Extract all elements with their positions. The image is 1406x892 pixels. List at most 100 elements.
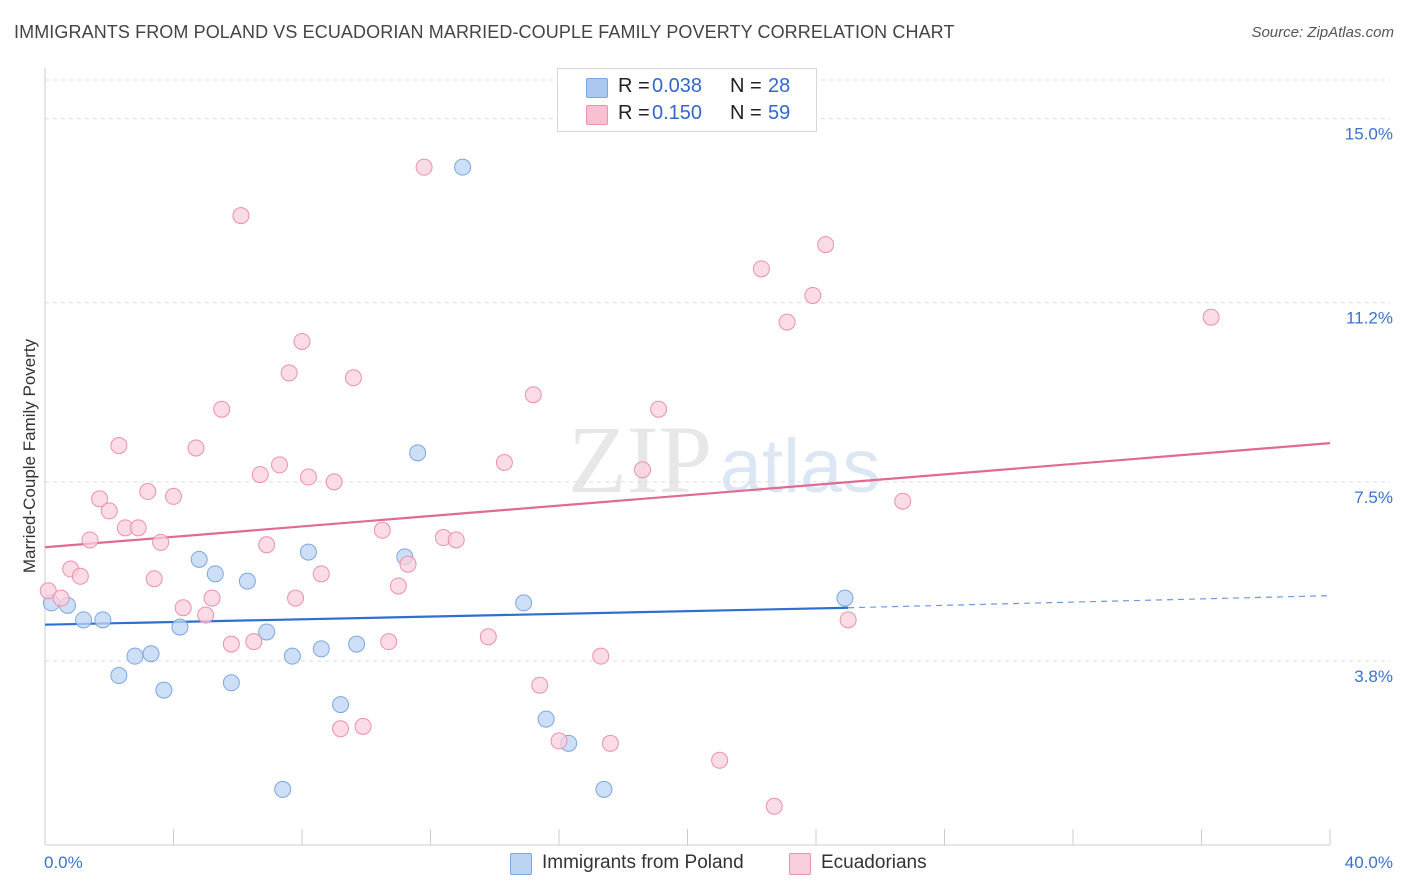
ecuadorian-point <box>765 797 783 815</box>
ecuadorian-point <box>71 567 89 585</box>
y-tick-label: 7.5% <box>1354 488 1393 507</box>
poland-point <box>222 674 240 692</box>
poland-point <box>348 635 366 653</box>
poland-point <box>110 667 128 685</box>
poland-point <box>238 572 256 590</box>
ecuadorian-trend-line <box>44 442 1331 549</box>
poland-point <box>537 710 555 728</box>
ecuadorian-point <box>222 635 240 653</box>
ecuadorians-swatch <box>586 105 608 125</box>
ecuadorian-point <box>550 732 568 750</box>
ecuadorian-point <box>524 386 542 404</box>
y-axis-label: Married-Couple Family Poverty <box>20 338 39 574</box>
poland-trend-line <box>44 606 849 626</box>
n-label: N = <box>730 102 762 124</box>
ecuadorian-point <box>839 611 857 629</box>
r-value: 0.038 <box>652 75 703 97</box>
ecuadorian-point <box>1202 308 1220 326</box>
ecuadorian-point <box>52 589 70 607</box>
ecuadorian-point <box>804 286 822 304</box>
n-value: 59 <box>768 102 791 124</box>
poland-point <box>283 647 301 665</box>
poland-legend-swatch <box>510 853 532 875</box>
x-tick-label: 0.0% <box>44 853 83 872</box>
r-label: R = <box>618 102 650 124</box>
ecuadorian-point <box>213 400 231 418</box>
ecuadorian-point <box>592 647 610 665</box>
n-label: N = <box>730 75 762 97</box>
poland-point <box>206 565 224 583</box>
ecuadorian-point <box>479 628 497 646</box>
ecuadorian-point <box>203 589 221 607</box>
ecuadorian-point <box>344 369 362 387</box>
poland-point <box>299 543 317 561</box>
source-credit: Source: ZipAtlas.com <box>1251 24 1394 41</box>
ecuadorian-point <box>373 521 391 539</box>
ecuadorian-point <box>447 531 465 549</box>
poland-point <box>126 647 144 665</box>
ecuadorian-point <box>152 533 170 551</box>
ecuadorian-point <box>531 676 549 694</box>
poland-swatch <box>586 78 608 98</box>
poland-point <box>190 550 208 568</box>
ecuadorian-point <box>129 519 147 537</box>
poland-point <box>312 640 330 658</box>
ecuadorian-point <box>325 473 343 491</box>
ecuadorian-point <box>601 734 619 752</box>
x-tick-label: 40.0% <box>1345 853 1393 872</box>
tick-labels: 3.8% 7.5% 11.2% 15.0% 0.0% 40.0% <box>44 125 1393 872</box>
poland-point <box>155 681 173 699</box>
poland-point <box>142 645 160 663</box>
ecuadorian-point <box>711 751 729 769</box>
poland-point <box>94 611 112 629</box>
ecuadorian-point <box>174 599 192 617</box>
ecuadorian-point <box>894 492 912 510</box>
poland-point <box>595 780 613 798</box>
ecuadorian-point <box>100 502 118 520</box>
ecuadorian-point <box>145 570 163 588</box>
poland-point <box>332 696 350 714</box>
n-value: 28 <box>768 75 791 97</box>
ecuadorian-point <box>287 589 305 607</box>
poland-point <box>409 444 427 462</box>
poland-point <box>836 589 854 607</box>
watermark-zip: ZIP <box>568 406 712 513</box>
ecuadorian-point <box>197 606 215 624</box>
ecuadorian-point <box>354 717 372 735</box>
ecuadorian-point <box>634 461 652 479</box>
ecuadorian-point <box>251 466 269 484</box>
ecuadorian-point <box>81 531 99 549</box>
poland-point <box>274 780 292 798</box>
ecuadorian-point <box>139 483 157 501</box>
watermark: ZIP atlas <box>568 406 880 513</box>
chart-title: IMMIGRANTS FROM POLAND VS ECUADORIAN MAR… <box>14 22 955 42</box>
ecuadorian-point <box>232 207 250 225</box>
data-points <box>39 158 1220 815</box>
ecuadorian-point <box>293 332 311 350</box>
poland-point <box>515 594 533 612</box>
ecuadorian-point <box>91 490 109 508</box>
ecuadorian-point <box>187 439 205 457</box>
ecuadorian-point <box>495 454 513 471</box>
ecuadorian-point <box>165 487 182 505</box>
poland-point <box>258 623 276 641</box>
ecuadorian-point <box>332 720 350 738</box>
ecuadorians-legend-swatch <box>789 853 811 875</box>
poland-point <box>454 158 472 176</box>
poland-point <box>171 618 189 636</box>
watermark-atlas: atlas <box>720 424 881 509</box>
ecuadorian-point <box>312 565 330 583</box>
stats-legend: R = 0.038 N = 28 R = 0.150 N = 59 <box>557 68 817 132</box>
ecuadorian-point <box>299 468 317 486</box>
ecuadorian-point <box>110 437 128 455</box>
ecuadorian-point <box>389 577 407 595</box>
ecuadorian-point <box>817 236 835 254</box>
y-tick-label: 15.0% <box>1345 125 1393 144</box>
y-tick-label: 11.2% <box>1346 309 1393 328</box>
ecuadorian-point <box>778 313 796 331</box>
legend-label: Ecuadorians <box>821 852 927 873</box>
ecuadorian-point <box>271 456 289 474</box>
axes <box>44 68 1331 846</box>
ecuadorian-point <box>258 536 276 554</box>
ecuadorian-point <box>280 364 298 382</box>
